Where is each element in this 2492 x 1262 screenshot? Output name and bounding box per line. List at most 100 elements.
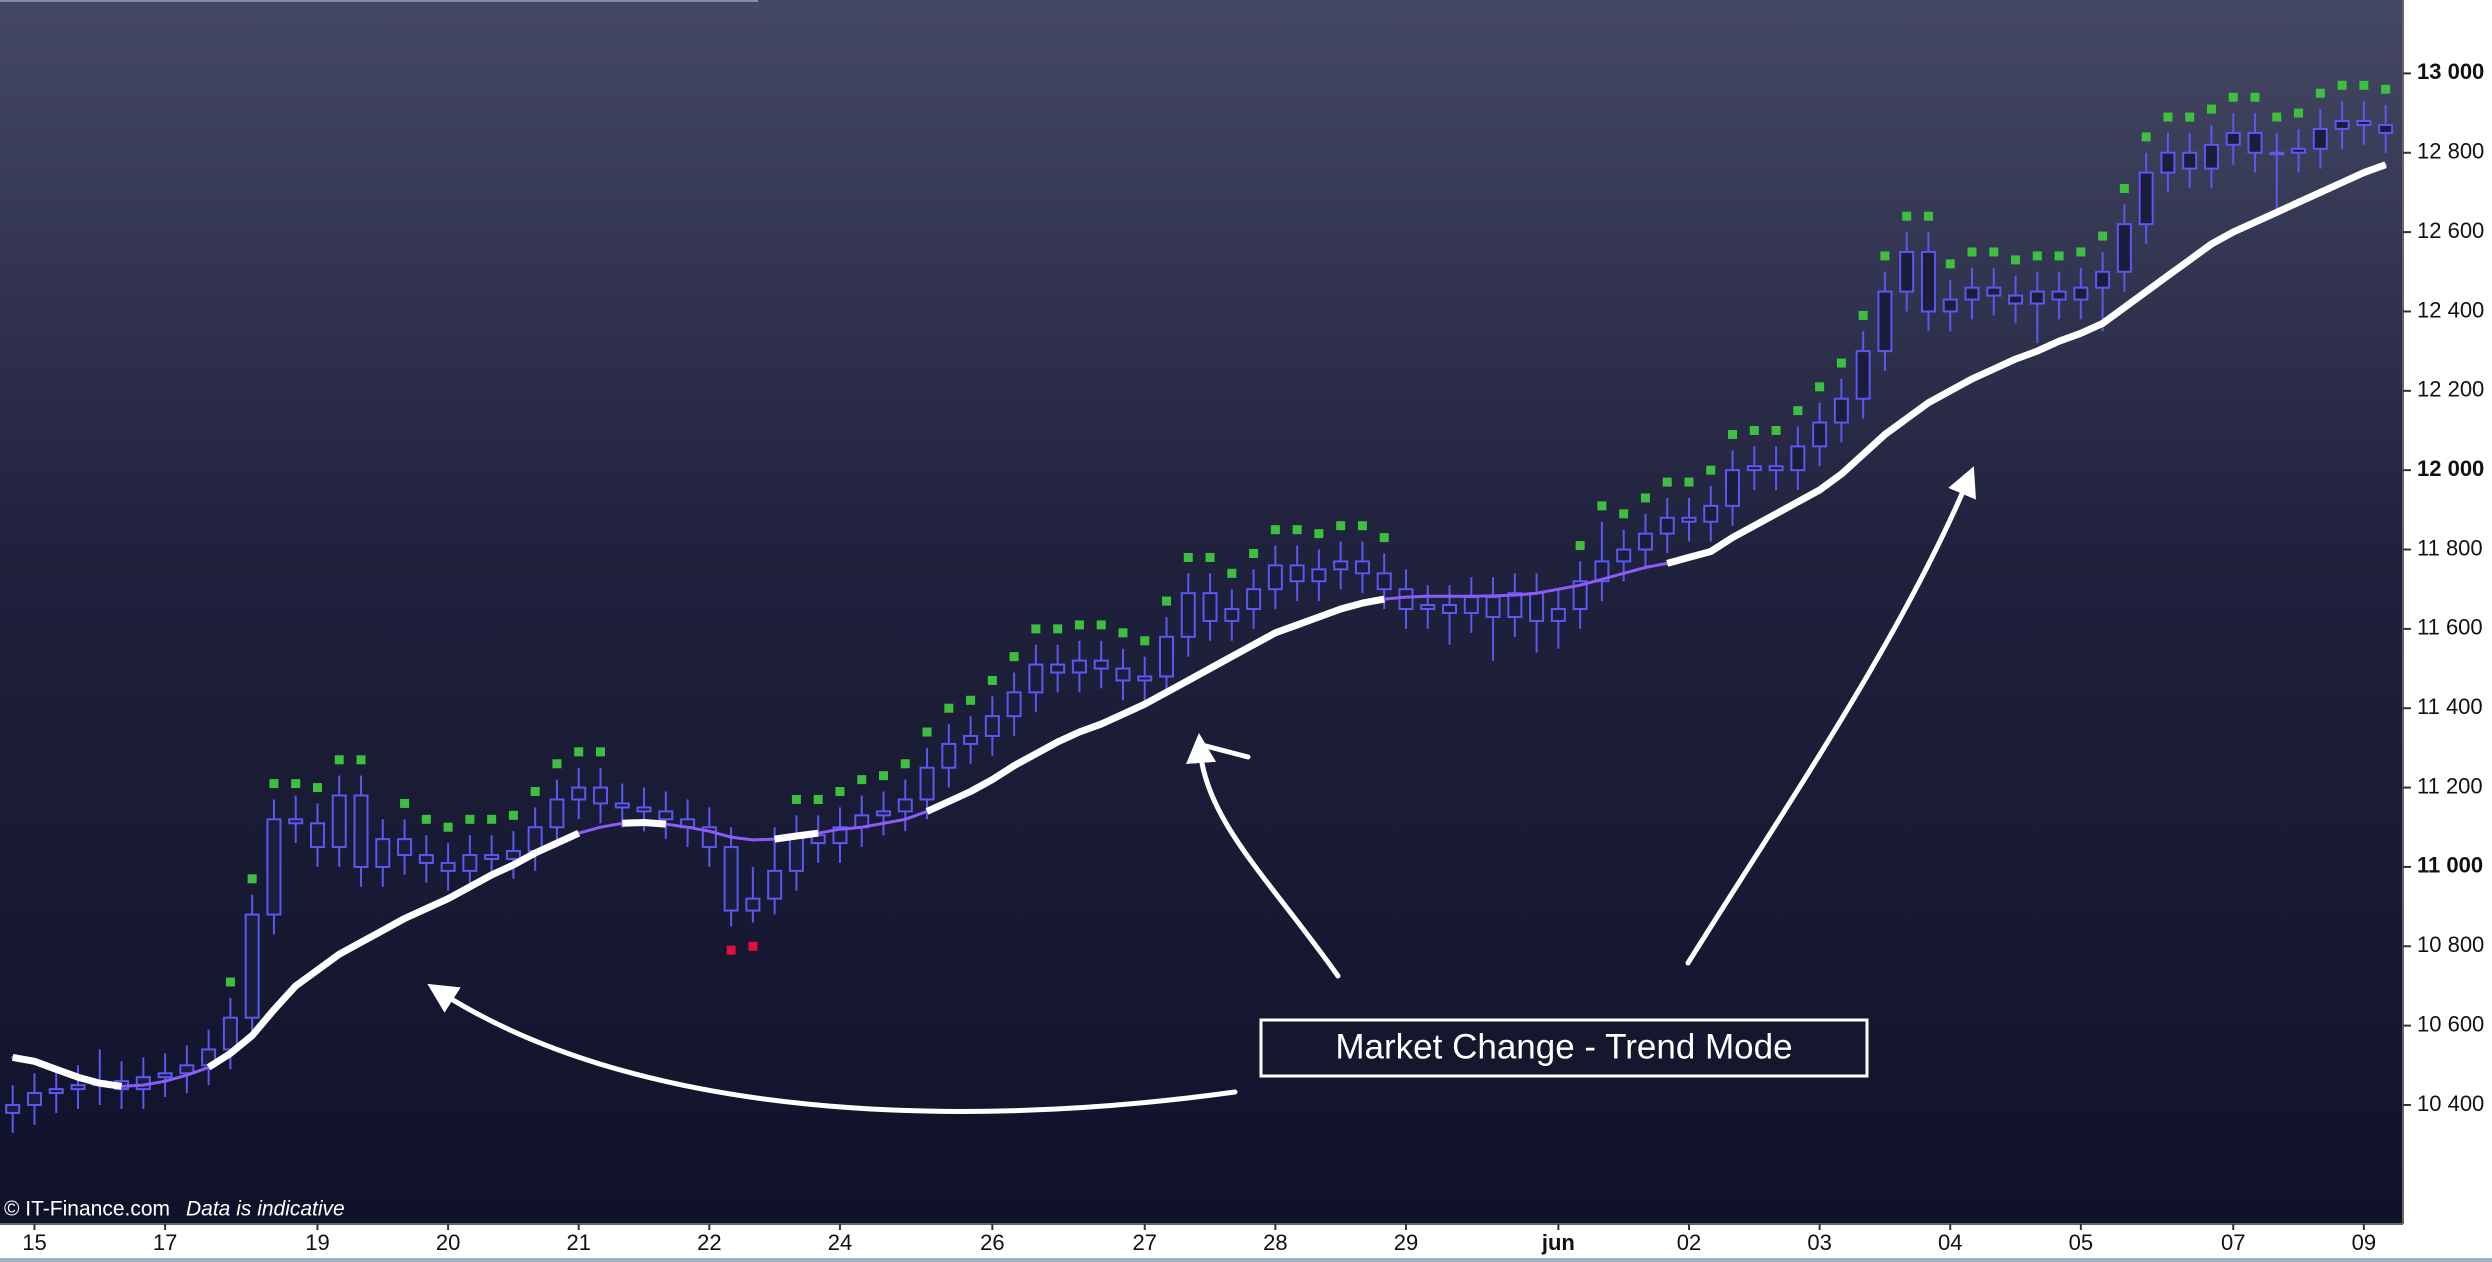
x-tick-label: 09 [2352,1230,2376,1255]
candle-body [897,798,913,813]
signal-marker [1684,477,1694,487]
candle-body [919,766,935,801]
candle-body [2291,147,2307,154]
candle-body [2051,290,2067,301]
candle-body [1768,465,1784,472]
candle-body [1485,596,1501,618]
candle-body [440,861,456,872]
y-tick-label: 11 200 [2417,773,2483,798]
signal-marker [2141,132,2151,142]
y-tick-label: 11 000 [2417,853,2483,878]
candle-body [266,818,282,916]
note: Data is indicative [186,1198,345,1221]
trend-lines [11,161,2388,1090]
candle-body [1899,250,1915,293]
candle-body [1137,675,1153,682]
candle-body [1159,635,1175,678]
candle-body [1550,608,1566,622]
signal-marker [1292,525,1302,535]
y-tick-label: 12 400 [2417,297,2484,322]
candle-body [1986,286,2002,297]
signal-marker [2076,247,2086,257]
signal-marker [508,810,518,820]
candle-body [1398,588,1414,611]
candle-body [1115,667,1131,682]
y-tick-label: 13 200 [2417,0,2484,5]
candle-body [1659,516,1675,535]
candle-body [2225,131,2241,146]
x-tick-label: 27 [1132,1230,1156,1255]
signal-marker [487,814,497,824]
signal-marker [2163,112,2173,122]
signal-marker [2119,183,2129,193]
candle-body [1224,608,1240,622]
signal-marker [1749,425,1759,435]
candle-body [1093,659,1109,670]
candle-body [2029,290,2045,305]
candle-body [614,802,630,809]
x-tick-label: 15 [22,1230,46,1255]
candle-body [26,1092,42,1106]
signal-marker [1096,620,1106,630]
y-tick-label: 10 400 [2417,1091,2484,1116]
y-tick-label: 12 800 [2417,139,2484,164]
candle-body [1333,560,1349,571]
candle-body [5,1103,21,1114]
signal-marker [1619,509,1629,519]
signal-marker [1205,552,1215,562]
candle-body [1616,548,1632,563]
candle-body [331,794,347,849]
candle-body [1246,588,1262,611]
signal-marker [1967,247,1977,257]
x-tick-label: 26 [980,1230,1004,1255]
signal-marker [1249,548,1259,558]
signal-marker [1031,624,1041,634]
candle-body [418,854,434,864]
candle-body [1725,469,1741,507]
y-tick-label: 11 800 [2417,535,2483,560]
candle-body [2334,120,2350,130]
candle-body [505,850,521,860]
y-tick-label: 12 600 [2417,218,2484,243]
candles [5,101,2394,1133]
signal-marker [1706,465,1716,475]
signal-marker [791,794,801,804]
y-tick-label: 12 000 [2417,456,2484,481]
y-axis-panel [2403,0,2492,1262]
candle-body [1180,592,1196,638]
signal-marker [1989,247,1999,257]
candle-body [70,1084,86,1091]
signal-marker [2337,80,2347,90]
signal-marker [2294,108,2304,118]
signal-marker [1815,382,1825,392]
candle-body [2160,151,2176,174]
signal-marker [748,941,758,951]
candle-body [1833,397,1849,424]
signal-marker [1270,525,1280,535]
signal-markers [225,80,2391,987]
candle-body [549,798,565,829]
axes: 10 400 10 600 10 800 11 000 11 200 11 400 11 6… [22,0,2484,1255]
arrow [1186,733,1341,979]
signal-marker [922,727,932,737]
signal-marker [291,779,301,789]
candle-body [1594,560,1610,583]
y-tick-label: 11 600 [2417,615,2483,640]
arrow [427,983,1238,1114]
candle-body [2356,120,2372,126]
x-tick-label: 07 [2221,1230,2245,1255]
candle-body [484,854,500,860]
signal-marker [944,703,954,713]
candle-body [1289,564,1305,583]
candle-body [462,854,478,872]
signal-marker [1227,568,1237,578]
signal-marker [726,945,736,955]
signal-marker [552,759,562,769]
x-tick-label: jun [1541,1230,1575,1255]
candle-body [1877,290,1893,353]
signal-marker [1836,358,1846,368]
candle-body [2008,294,2024,305]
candle-body [2203,143,2219,170]
x-tick-label: 02 [1677,1230,1701,1255]
signal-marker [1793,406,1803,416]
